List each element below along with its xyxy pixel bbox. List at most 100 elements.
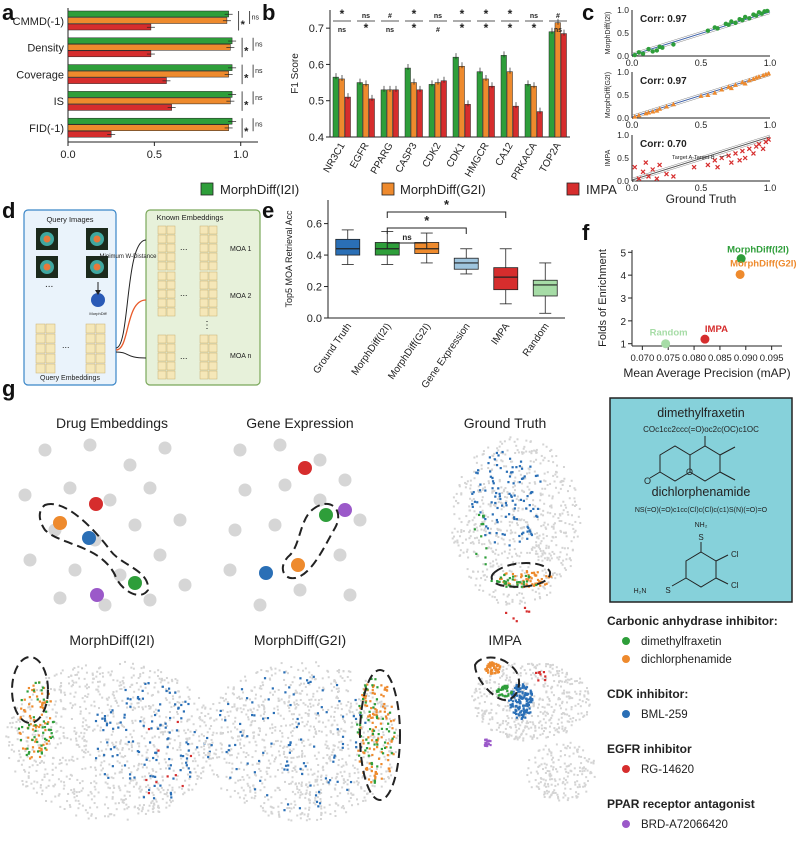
g-g2i-dimethylfraxetin [376,743,379,746]
g-impa-other [552,761,555,764]
g-i2i-other [136,769,139,772]
b-bar [476,71,483,138]
g-impa-other [584,783,587,786]
g-i2i-other [145,785,148,788]
g-g2i-dichlorphenamide [382,705,385,708]
g-i2i-other [211,734,214,737]
f-point [661,339,671,349]
g-g2i-other [344,730,347,733]
drug2-name: dichlorphenamide [652,485,751,499]
g-i2i-other [94,766,97,769]
g-impa-bml259 [508,699,511,702]
g-impa-other [483,712,486,715]
g-g2i-other [314,778,317,781]
g-i2i-other [70,718,73,721]
g-i2i-other [132,674,135,677]
g-impa-other [535,770,538,773]
g-gt-other [495,534,498,537]
g-gene-bml259 [259,566,273,580]
g-impa-bml259 [521,691,524,694]
g-gt-other [569,559,572,562]
c-point [728,85,734,91]
g-g2i-other [261,753,264,756]
g-i2i-other [12,716,15,719]
moa-1: MOA 1 [230,246,252,253]
g-i2i-other [23,768,26,771]
g-g2i-other [200,733,203,736]
g-i2i-other [164,688,167,691]
g-i2i-bml259 [168,731,171,734]
g-i2i-other [176,701,179,704]
g-gt-bml259 [508,457,512,460]
g-i2i-other [145,731,148,734]
g-gt-other [516,495,519,498]
g-impa-other [543,792,546,795]
g-gt-other [520,466,523,469]
g-g2i-other [291,780,294,783]
g-i2i-other [136,807,139,810]
g-i2i-other [147,784,150,787]
g-g2i-other [320,792,323,795]
query-emb-cell [35,363,46,374]
g-drug-other [18,488,32,502]
g-i2i-bml259 [123,764,127,767]
g-g2i-bml259 [234,743,237,747]
g-i2i-dichlorphenamide [29,717,32,720]
g-impa-other [563,689,566,692]
g-i2i-bml259 [152,797,156,800]
g-i2i-other [60,682,63,685]
g-i2i-other [84,767,87,770]
g-g2i-other [251,689,254,692]
g-gt-bml259 [531,491,534,494]
g-impa-other [521,721,524,724]
known-emb-cell [208,352,218,362]
g-g2i-other [252,737,255,740]
g-g2i-other [313,754,316,757]
g-gt-other [510,473,513,476]
g-gt-other [533,449,536,452]
g-g2i-dichlorphenamide [370,739,374,742]
g-gt-dimethylfraxetin [484,563,487,566]
g-gt-other [507,593,510,596]
g-gt-other [516,438,519,441]
g-impa-other [557,758,560,761]
g-g2i-other [249,789,252,792]
g-g2i-other [383,705,386,708]
g-i2i-other [30,698,33,701]
g-i2i-other [174,678,177,681]
g-title-impa: IMPA [488,632,522,648]
g-i2i-other [153,735,156,738]
g-g2i-other [317,720,320,723]
g-impa-other [538,698,541,701]
g-g2i-other [213,752,216,755]
g-impa-other [585,698,588,701]
g-impa-other [516,718,519,721]
g-g2i-bml259 [225,750,228,754]
g-impa-bml259 [512,711,515,714]
g-g2i-bml259 [246,762,249,765]
g-i2i-other [151,799,154,802]
g-impa-other [510,726,513,729]
g-g2i-other [259,695,262,698]
g-i2i-other [96,670,99,673]
known-emb-cell [166,370,176,380]
g-impa-other [482,715,485,718]
g-gt-other [462,530,465,533]
b-category-label: CDK1 [445,141,468,170]
known-emb-cell [157,261,167,271]
g-impa-other [522,730,525,733]
g-g2i-other [232,686,235,689]
g-gene-dichlorphenamide [291,558,305,572]
g-impa-other [532,702,535,705]
g-i2i-other [199,718,202,721]
g-gt-other [503,488,506,491]
g-i2i-other [93,705,96,708]
g-gt-other [561,483,564,486]
g-i2i-other [93,780,96,783]
g-g2i-bml259 [346,788,349,791]
g-gt-other [461,541,464,544]
g-impa-other [564,768,567,771]
g-impa-other [550,722,553,725]
g-g2i-other [316,703,319,706]
g-impa-bml259 [529,711,532,714]
